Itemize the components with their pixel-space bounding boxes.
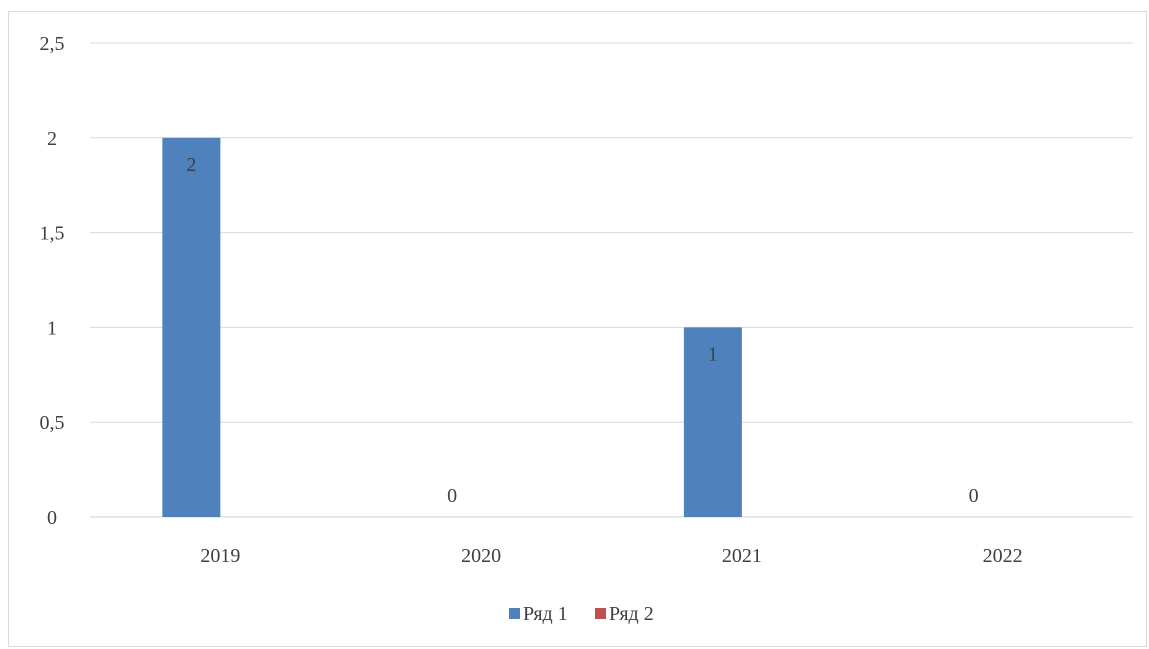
x-tick-label: 2021 [722, 545, 762, 567]
data-label: 1 [708, 343, 718, 365]
legend-swatch [595, 608, 606, 619]
x-tick-label: 2022 [983, 545, 1023, 567]
y-tick-label: 0,5 [40, 412, 65, 434]
bars [162, 137, 742, 518]
y-tick-label: 2 [47, 128, 57, 150]
y-tick-label: 0 [47, 507, 57, 529]
bar [162, 137, 221, 518]
x-tick-label: 2019 [200, 545, 240, 567]
data-label: 0 [447, 485, 457, 507]
data-label: 0 [969, 485, 979, 507]
y-tick-label: 1,5 [40, 223, 65, 245]
legend-label: Ряд 2 [609, 603, 654, 625]
data-label: 2 [186, 154, 196, 176]
y-tick-label: 2,5 [40, 33, 65, 55]
y-tick-label: 1 [47, 317, 57, 339]
bar [683, 327, 742, 517]
gridlines [90, 42, 1133, 518]
legend-swatch [509, 608, 520, 619]
x-tick-label: 2020 [461, 545, 501, 567]
legend: Ряд 1 Ряд 2 [509, 603, 654, 625]
legend-label: Ряд 1 [523, 603, 568, 625]
y-axis-ticks: 0 0,5 1 1,5 2 2,5 [40, 33, 65, 529]
x-axis-ticks: 2019 2020 2021 2022 [200, 545, 1022, 567]
